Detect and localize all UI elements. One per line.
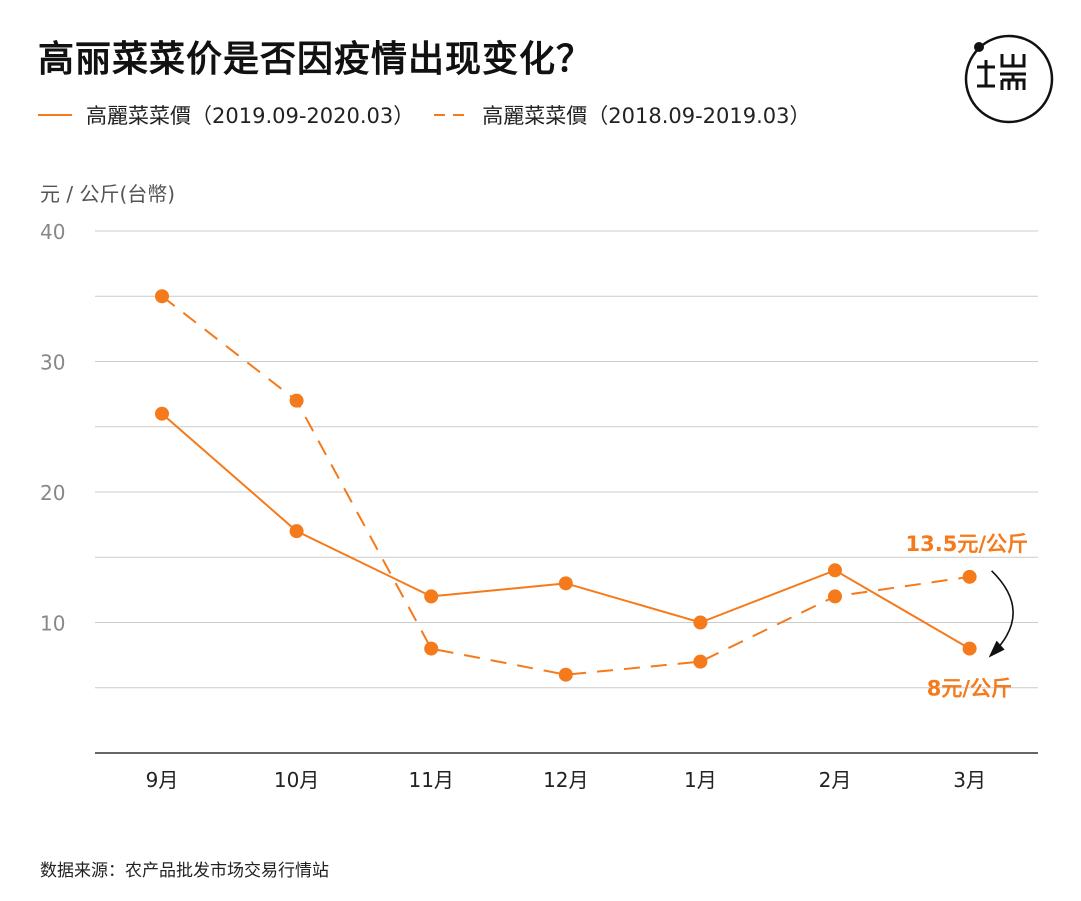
y-tick-label: 20 [40,481,65,505]
dashed-series-point-2月 [828,589,842,604]
x-tick-label: 1月 [684,768,717,792]
dashed-line-swatch [434,114,469,116]
series-line-dashed [161,295,970,676]
y-tick-label: 30 [40,351,65,375]
y-tick-labels: 10 20 30 40 [40,220,65,636]
x-tick-label: 2月 [819,768,852,792]
x-tick-label: 9月 [146,768,179,792]
data-series [155,289,977,682]
y-axis-unit-label: 元 / 公斤(台幣) [40,182,176,206]
x-tick-label: 3月 [953,768,986,792]
x-tick-label: 10月 [274,768,319,792]
y-tick-label: 40 [40,220,65,244]
dashed-series-point-1月 [693,654,708,669]
x-tick-label: 11月 [408,768,453,792]
annotation-arrow [991,570,1014,654]
dashed-series-point-9月 [155,289,169,304]
annotations: 13.5元/公斤 8元/公斤 [906,532,1028,701]
solid-series-point-12月 [558,576,573,591]
solid-series-point-3月 [962,641,977,656]
chart-title: 高丽菜菜价是否因疫情出现变化？ [38,39,594,80]
legend-label-solid: 高麗菜菜價（2019.09-2020.03） [86,104,415,128]
data-source-note: 数据来源：农产品批发市场交易行情站 [40,861,329,881]
dashed-series-point-10月 [289,393,304,408]
legend: 高麗菜菜價（2019.09-2020.03） 高麗菜菜價（2018.09-201… [38,100,831,130]
series-line-solid [161,412,971,650]
solid-series-point-1月 [693,615,708,630]
dashed-series-point-3月 [962,569,977,584]
x-tick-labels: 9月 10月 11月 12月 1月 2月 3月 [146,768,986,792]
publisher-logo [964,34,1054,124]
dashed-series-point-11月 [424,641,439,656]
solid-series-point-11月 [424,589,439,604]
solid-series-point-10月 [289,524,304,539]
legend-item-dashed: 高麗菜菜價（2018.09-2019.03） [434,100,811,130]
annotation-arrowhead [988,640,1005,658]
legend-item-solid: 高麗菜菜價（2019.09-2020.03） [38,100,414,130]
legend-label-dashed: 高麗菜菜價（2018.09-2019.03） [482,104,811,128]
solid-series-point-9月 [155,406,169,421]
annotation-label-end: 8元/公斤 [927,677,1012,701]
solid-series-point-2月 [828,563,842,578]
annotation-label-start: 13.5元/公斤 [906,532,1028,556]
dashed-series-point-12月 [558,667,573,682]
solid-line-swatch [38,114,72,116]
y-tick-label: 10 [40,612,65,636]
x-tick-label: 12月 [543,768,588,792]
